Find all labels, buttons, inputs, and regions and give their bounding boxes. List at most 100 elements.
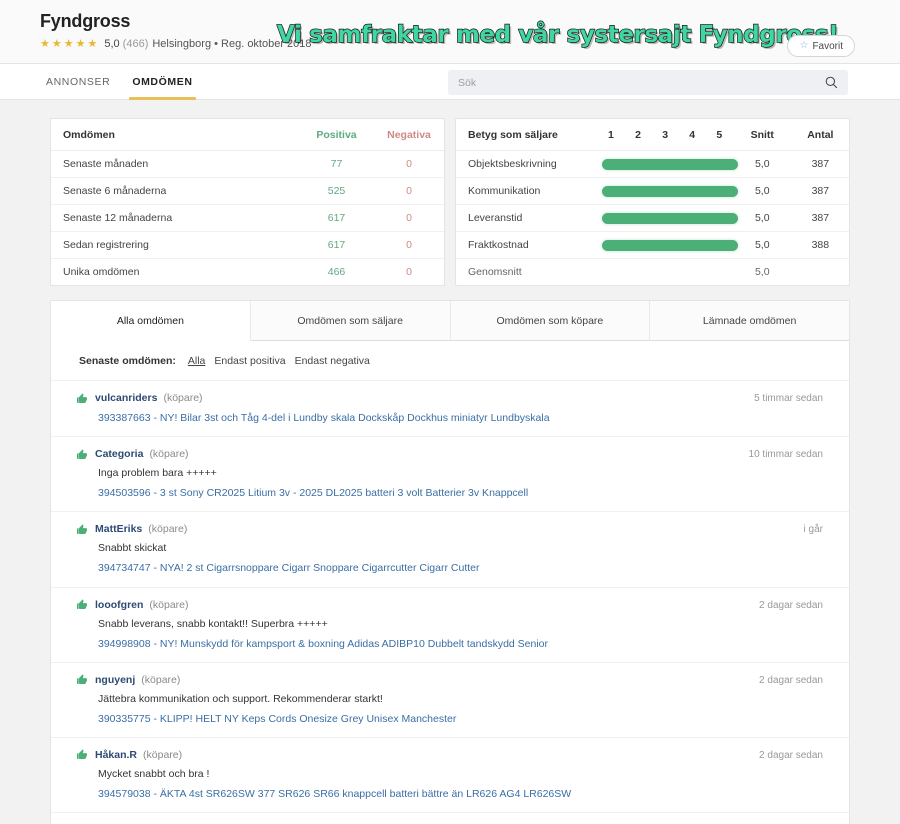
search-icon[interactable] — [825, 76, 838, 89]
filter-endast-negativa[interactable]: Endast negativa — [294, 355, 370, 367]
shop-rating-line: ★ ★ ★ ★ ★ 5,0 (466) Helsingborg • Reg. o… — [40, 38, 312, 50]
review-header: nguyenj (köpare) — [77, 674, 823, 686]
star-icon: ★ — [51, 37, 64, 50]
row-negativa[interactable]: 0 — [374, 204, 444, 232]
rating-bar-fill — [602, 212, 738, 224]
review-timestamp: 2 dagar sedan — [759, 749, 823, 761]
filter-endast-positiva[interactable]: Endast positiva — [214, 355, 286, 367]
review-username[interactable]: Håkan.R — [95, 748, 138, 761]
review-username[interactable]: looofgren — [95, 598, 144, 611]
row-label: Senaste månaden — [51, 150, 299, 178]
favorit-button[interactable]: ☆ Favorit — [787, 35, 855, 57]
review-comment: Snabbt skickat — [98, 542, 167, 555]
rating-count: (466) — [122, 38, 149, 50]
navbar: ANNONSER OMDÖMEN — [0, 64, 900, 100]
row-positiva[interactable]: 617 — [299, 231, 374, 259]
row-positiva[interactable]: 525 — [299, 177, 374, 205]
page-body: Omdömen Positiva Negativa Senaste månade… — [0, 118, 900, 824]
col-negativa: Negativa — [374, 119, 444, 151]
average-spacer — [597, 259, 732, 286]
reviews-summary-body: Senaste månaden 77 0 Senaste 6 månaderna… — [51, 150, 444, 286]
star-icon: ★ — [75, 37, 88, 50]
rating-bar-cell — [597, 177, 738, 205]
thumbs-up-icon — [77, 674, 88, 685]
table-header-row: Betyg som säljare 1 2 3 4 5 Snitt Antal — [456, 119, 849, 151]
review-timestamp: 10 timmar sedan — [748, 449, 823, 461]
review-header: Håkan.R (köpare) — [77, 749, 823, 761]
tab-annonser[interactable]: ANNONSER — [46, 76, 111, 88]
search-bar — [448, 70, 848, 95]
table-row: Fraktkostnad 5,0 388 — [456, 231, 849, 259]
table-row: Kommunikation 5,0 387 — [456, 177, 849, 205]
rating-bar-cell — [597, 204, 738, 232]
review-timestamp: 2 dagar sedan — [759, 599, 823, 611]
review-role: (köpare) — [143, 748, 183, 761]
review-item-link[interactable]: 393387663 - NY! Bilar 3st och Tåg 4-del … — [98, 412, 550, 424]
row-label: Senaste 12 månaderna — [51, 204, 299, 232]
nav-tabs: ANNONSER OMDÖMEN — [46, 64, 196, 100]
row-positiva[interactable]: 77 — [299, 150, 374, 178]
tab-lamnade-omdomen[interactable]: Lämnade omdömen — [650, 301, 849, 341]
review-header: Categoria (köpare) — [77, 448, 823, 460]
seller-ratings-table: Betyg som säljare 1 2 3 4 5 Snitt Antal … — [456, 119, 849, 285]
review-item-link[interactable]: 394579038 - ÄKTA 4st SR626SW 377 SR626 S… — [98, 787, 572, 800]
review-item: looofgren (köpare) 2 dagar sedan Snabb l… — [51, 588, 849, 663]
reviews-summary-card: Omdömen Positiva Negativa Senaste månade… — [50, 118, 445, 286]
table-row: Senaste 12 månaderna 617 0 — [51, 204, 444, 232]
review-role: (köpare) — [163, 392, 203, 404]
row-antal: 387 — [791, 150, 849, 178]
review-username[interactable]: MattEriks — [95, 523, 143, 536]
rating-bar-track — [597, 185, 738, 197]
rating-stars: ★ ★ ★ ★ ★ — [40, 37, 99, 50]
rating-bar-track — [597, 158, 738, 170]
review-item: Håkan.R (köpare) 2 dagar sedan Mycket sn… — [51, 738, 849, 814]
review-item-link[interactable]: 390335775 - KLIPP! HELT NY Keps Cords On… — [98, 712, 457, 725]
row-positiva[interactable]: 466 — [327, 266, 346, 278]
scale-5: 5 — [705, 119, 733, 151]
tab-alla-omdomen[interactable]: Alla omdömen — [51, 301, 251, 341]
tab-omdomen-som-kopare[interactable]: Omdömen som köpare — [450, 301, 651, 341]
row-label: Leveranstid — [456, 204, 598, 232]
row-negativa[interactable]: 0 — [374, 150, 444, 178]
scale-1: 1 — [597, 119, 625, 151]
review-role: (köpare) — [149, 598, 189, 611]
row-label: Fraktkostnad — [456, 231, 598, 259]
review-username[interactable]: Categoria — [95, 448, 144, 461]
review-username[interactable]: nguyenj — [95, 673, 136, 686]
row-antal: 388 — [791, 231, 849, 259]
table-row: Sedan registrering 617 0 — [51, 231, 444, 259]
review-item-link[interactable]: 394998908 - NY! Munskydd för kampsport &… — [98, 637, 549, 650]
row-positiva[interactable]: 617 — [299, 204, 374, 232]
tab-omdomen-som-saljare[interactable]: Omdömen som säljare — [250, 301, 451, 341]
promo-banner: Vi samfraktar med vår systersajt Fyndgro… — [276, 21, 839, 48]
row-negativa[interactable]: 0 — [374, 177, 444, 205]
col-betyg: Betyg som säljare — [456, 119, 598, 151]
average-value: 5,0 — [754, 266, 770, 278]
rating-bar-fill — [602, 239, 738, 251]
row-negativa[interactable]: 0 — [406, 266, 412, 278]
row-label: Kommunikation — [456, 177, 598, 205]
scale-3: 3 — [651, 119, 679, 151]
review-item-link[interactable]: 394503596 - 3 st Sony CR2025 Litium 3v -… — [98, 487, 529, 500]
review-item: nguyenj (köpare) 2 dagar sedan Jättebra … — [51, 663, 849, 738]
review-item: MattEriks (köpare) i går Snabbt skickat … — [51, 512, 849, 588]
rating-bar-fill — [602, 158, 738, 170]
review-comment: Inga problem bara +++++ — [98, 467, 217, 480]
filter-alla[interactable]: Alla — [187, 355, 206, 367]
seller-ratings-body: Objektsbeskrivning 5,0 387 Kommunikation — [456, 150, 849, 286]
thumbs-up-icon — [77, 524, 88, 535]
review-item: Anci-63 (köpare) 2 dagar sedan Snabb lev… — [51, 813, 849, 824]
review-header: MattEriks (köpare) — [77, 523, 823, 535]
row-label: Unika omdömen — [63, 266, 140, 278]
review-role: (köpare) — [149, 448, 189, 461]
col-omdomen: Omdömen — [51, 119, 299, 151]
review-username[interactable]: vulcanriders — [95, 392, 158, 404]
scale-4: 4 — [678, 119, 706, 151]
tab-omdomen[interactable]: OMDÖMEN — [129, 64, 196, 100]
row-negativa[interactable]: 0 — [374, 231, 444, 259]
review-item-link[interactable]: 394734747 - NYA! 2 st Cigarrsnoppare Cig… — [98, 562, 480, 575]
review-role: (köpare) — [141, 673, 181, 686]
rating-bar-cell — [597, 150, 738, 178]
col-positiva: Positiva — [299, 119, 374, 151]
search-input[interactable] — [448, 76, 825, 89]
